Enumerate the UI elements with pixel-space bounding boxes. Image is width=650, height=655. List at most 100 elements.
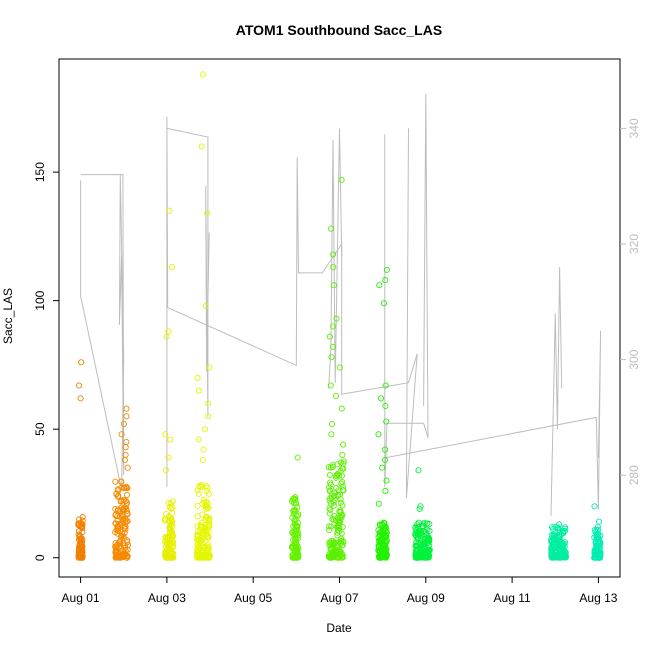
outlier-point <box>382 487 389 494</box>
data-point <box>124 518 131 525</box>
data-point <box>291 537 299 544</box>
data-point <box>121 484 128 492</box>
data-point <box>202 516 209 524</box>
data-point <box>194 547 201 554</box>
data-point <box>123 505 130 512</box>
outlier-point <box>75 382 83 389</box>
data-point <box>561 527 568 534</box>
data-point <box>166 554 173 561</box>
data-point <box>426 527 433 534</box>
data-point <box>123 484 130 491</box>
data-point <box>293 528 300 535</box>
data-point <box>592 550 599 558</box>
data-point <box>334 492 341 499</box>
data-point <box>340 458 347 465</box>
data-point <box>206 523 213 530</box>
data-point <box>338 535 345 542</box>
data-point <box>333 471 340 478</box>
x-tick-label: Aug 03 <box>148 591 186 605</box>
outlier-point <box>327 382 334 389</box>
data-point <box>329 462 336 469</box>
outlier-point <box>78 359 85 366</box>
data-point <box>376 549 383 556</box>
data-point <box>291 496 298 503</box>
data-point <box>594 552 601 559</box>
data-point <box>114 525 121 532</box>
line-segment-4 <box>328 128 343 389</box>
data-point <box>122 547 129 554</box>
data-point <box>163 549 170 556</box>
data-point <box>205 515 213 522</box>
x-axis: Aug 01 Aug 03 Aug 05 Aug 07 Aug 09 Aug 11 Aug … <box>62 577 618 605</box>
outlier-point <box>383 418 390 425</box>
data-point <box>326 526 333 534</box>
data-point <box>420 554 427 561</box>
x-tick-label: Aug 01 <box>62 591 100 605</box>
data-point <box>337 496 344 503</box>
outlier-point <box>165 454 172 461</box>
outlier-point <box>330 251 337 258</box>
data-point <box>202 482 210 490</box>
data-point <box>113 490 120 497</box>
outlier-point <box>416 505 423 512</box>
data-point <box>112 478 119 485</box>
data-point <box>379 553 386 560</box>
data-point <box>115 487 122 494</box>
outlier-point <box>121 456 128 464</box>
data-point <box>326 471 333 479</box>
y-tick-label: 100 <box>33 290 47 310</box>
data-point <box>79 517 86 524</box>
data-point <box>167 546 174 553</box>
data-point <box>291 520 298 527</box>
outlier-point <box>338 176 345 183</box>
outlier-point <box>202 426 209 433</box>
outlier-point <box>330 264 337 271</box>
data-point <box>116 544 123 551</box>
data-point <box>561 524 569 531</box>
outlier-point <box>200 446 207 453</box>
data-point <box>381 541 388 549</box>
data-point <box>112 511 119 518</box>
data-point <box>418 524 425 531</box>
data-point <box>205 504 212 512</box>
data-point <box>123 499 130 506</box>
data-point <box>162 543 169 550</box>
outlier-point <box>415 467 422 474</box>
outlier-point <box>328 354 335 361</box>
data-point <box>327 506 334 513</box>
data-point <box>290 495 297 502</box>
outlier-point <box>330 282 337 289</box>
data-point <box>377 521 384 528</box>
data-point <box>194 502 201 509</box>
data-point <box>204 484 211 491</box>
data-point <box>327 481 334 488</box>
data-point <box>121 551 128 558</box>
data-point <box>335 539 342 546</box>
outlier-point <box>199 71 206 78</box>
data-point <box>161 517 168 524</box>
data-point <box>328 540 335 548</box>
data-point <box>202 514 209 521</box>
y2-tick-label: 340 <box>627 118 641 138</box>
data-point <box>204 546 212 553</box>
data-point <box>199 511 206 518</box>
data-point <box>194 522 201 530</box>
x-tick-label: Aug 09 <box>407 591 445 605</box>
data-point <box>415 519 422 526</box>
outlier-point <box>202 302 209 309</box>
x-tick-label: Aug 07 <box>320 591 358 605</box>
data-point <box>75 536 83 543</box>
data-point <box>334 461 341 468</box>
outlier-point <box>336 364 343 371</box>
outlier-point <box>123 405 130 412</box>
outlier-point <box>375 500 382 507</box>
outlier-point <box>166 207 173 214</box>
outlier-point <box>167 436 174 443</box>
data-point <box>120 540 127 547</box>
outlier-point <box>382 446 389 453</box>
outlier-point <box>165 328 172 335</box>
data-point <box>548 549 555 556</box>
data-point <box>338 512 345 519</box>
line-segment-7 <box>550 267 563 516</box>
data-point <box>168 530 175 537</box>
